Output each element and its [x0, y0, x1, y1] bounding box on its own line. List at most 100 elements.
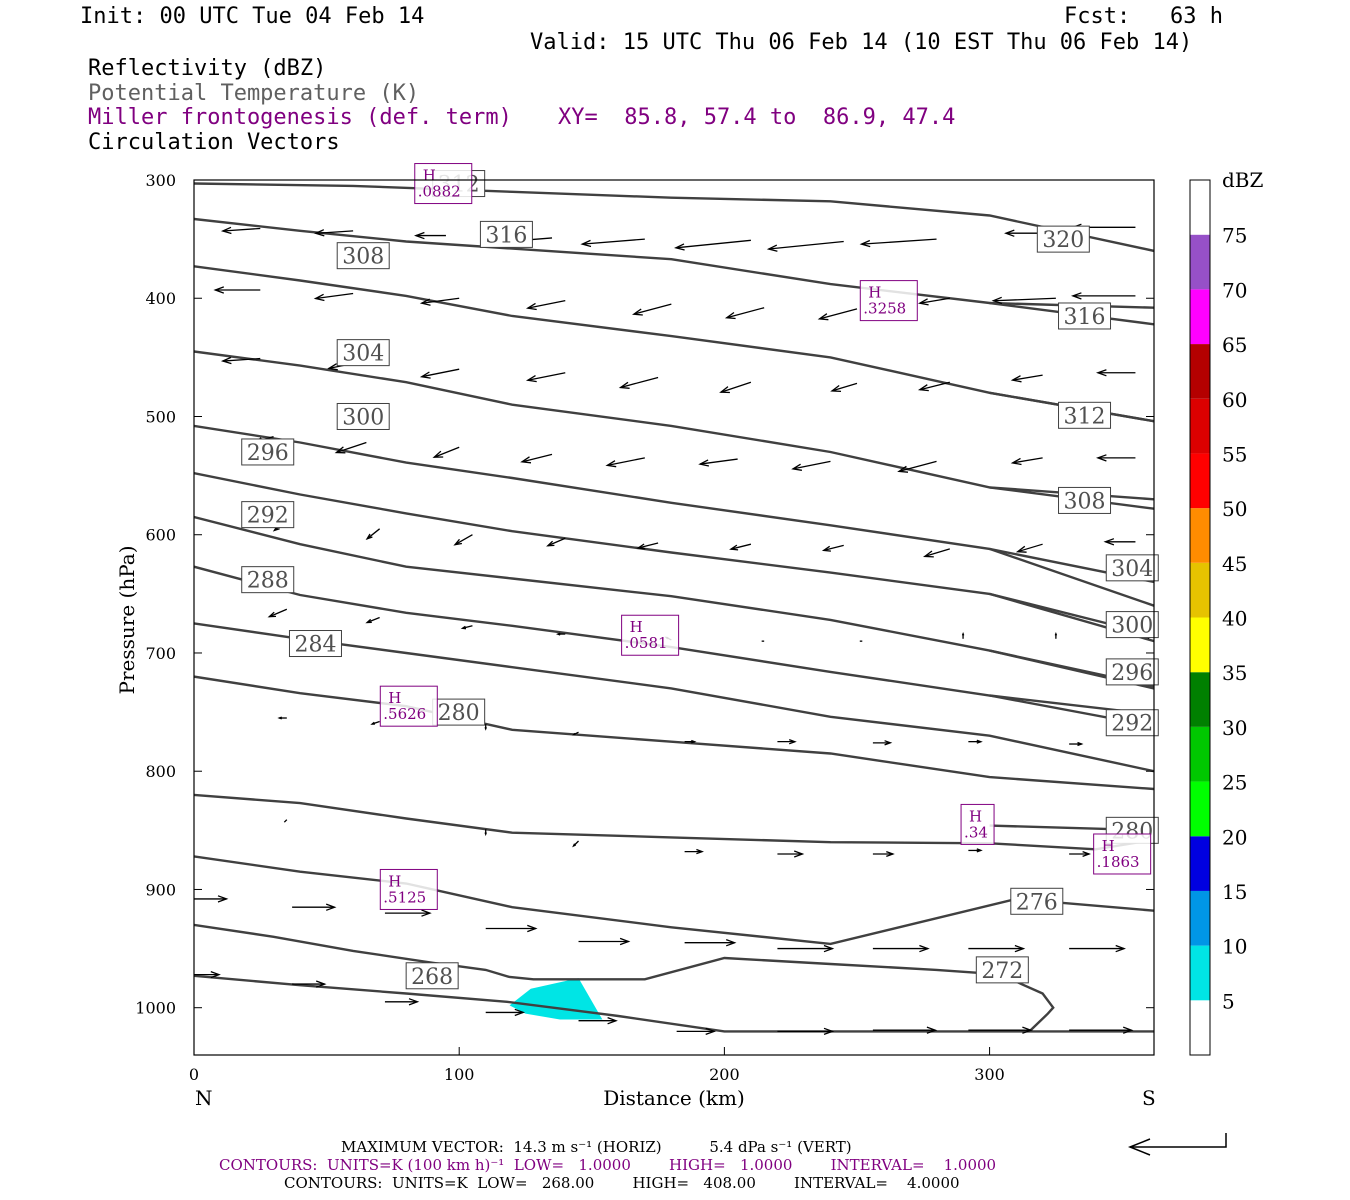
circulation-vector: [1015, 543, 1043, 553]
colorbar-swatch: [1190, 1000, 1210, 1055]
field-potential-temperature: Potential Temperature (K): [88, 81, 420, 106]
vector-head: [419, 371, 431, 379]
contour-label-box: [241, 438, 295, 466]
forecast-hour: Fcst: 63 h: [1064, 4, 1223, 29]
vector-shaft: [582, 238, 645, 245]
contour-label: 296: [247, 441, 289, 466]
contour-label: 284: [294, 633, 336, 658]
vector-shaft: [547, 537, 566, 547]
x-tick-label: 300: [974, 1065, 1005, 1084]
vector-shaft: [700, 458, 738, 465]
contour-label-box: [1058, 486, 1112, 514]
vector-head: [1014, 944, 1026, 953]
vector-shaft: [675, 239, 751, 249]
vector-shaft: [637, 542, 659, 549]
circulation-vector: [1095, 369, 1136, 377]
vector-head: [631, 308, 643, 316]
high-box: [1093, 833, 1152, 875]
vector-head: [696, 848, 704, 855]
vector-head: [520, 456, 532, 464]
contour-label-box: [336, 402, 390, 430]
y-tick-label: 600: [145, 526, 176, 545]
vector-head: [419, 298, 431, 306]
vector-head: [619, 937, 631, 946]
vector-head: [267, 611, 277, 618]
vector-head: [220, 226, 232, 235]
colorbar-swatch: [1190, 836, 1210, 891]
y-tick-label: 1000: [135, 999, 176, 1018]
vector-head: [788, 738, 797, 745]
vector-head: [220, 356, 232, 365]
colorbar-tick-label: 40: [1222, 607, 1247, 631]
vector-head: [976, 739, 983, 744]
vector-shaft: [726, 307, 765, 319]
colorbar-swatch: [1190, 453, 1210, 509]
circulation-vector: [777, 944, 835, 953]
circulation-vector: [1103, 538, 1136, 546]
frontogenesis-high: H.0581: [621, 614, 680, 656]
circulation-vector: [1069, 1026, 1134, 1034]
vector-head: [725, 938, 737, 947]
vector-head: [432, 450, 444, 458]
vector-head: [580, 239, 592, 248]
circulation-vector: [872, 850, 895, 858]
vector-head: [674, 243, 685, 251]
x-axis-label: Distance (km): [603, 1086, 745, 1110]
y-tick-label: 300: [145, 171, 176, 190]
circulation-vector: [460, 625, 473, 630]
circulation-vector: [777, 738, 797, 745]
vector-head: [1010, 375, 1022, 383]
high-box: [379, 685, 438, 727]
contour-label-box: [1058, 401, 1112, 429]
circulation-vector: [485, 1008, 526, 1017]
theta-contour-284: [194, 675, 1154, 791]
circulation-vector: [525, 299, 566, 311]
vector-head: [793, 850, 805, 858]
vector-head: [484, 832, 487, 837]
high-box: [960, 803, 995, 845]
circulation-vector: [605, 457, 645, 468]
contour-label-box: [432, 698, 486, 726]
vector-head: [917, 384, 929, 392]
vector-head: [766, 244, 778, 252]
high-box: [379, 868, 438, 910]
circulation-vector: [631, 303, 672, 316]
circulation-vector: [283, 819, 288, 823]
theta-contour-292: [194, 565, 1154, 716]
circulation-vector: [580, 238, 645, 248]
contour-label: 292: [1111, 712, 1153, 737]
vector-head: [217, 895, 229, 903]
colorbar-tick-label: 60: [1222, 388, 1247, 412]
y-tick-label: 900: [145, 880, 176, 899]
vector-head: [719, 386, 730, 394]
colorbar-tick-label: 75: [1222, 224, 1247, 248]
vector-head: [1010, 457, 1022, 466]
high-marker: H: [630, 618, 643, 636]
circulation-vector: [546, 537, 566, 547]
contour-label: 268: [411, 965, 453, 990]
init-time: Init: 00 UTC Tue 04 Feb 14: [80, 4, 425, 29]
vector-head: [484, 727, 487, 731]
contour-label: 312: [1064, 404, 1106, 429]
axes: 300 400 500 600 700 800 900 1000 0 100 200 300: [135, 171, 1154, 1084]
high-box: [859, 280, 918, 322]
vector-head: [830, 384, 842, 393]
vector-shaft: [315, 292, 354, 300]
circulation-vector: [766, 240, 844, 252]
high-marker: H: [969, 807, 982, 825]
vector-shaft: [222, 227, 261, 232]
colorbar-tick-label: 70: [1222, 278, 1247, 302]
frontogenesis-contour-info: CONTOURS: UNITS=K (100 km h)⁻¹ LOW= 1.00…: [219, 1156, 997, 1174]
contour-label-box: [336, 339, 390, 367]
theta-contour-268: [194, 974, 1154, 1033]
vector-shaft: [421, 368, 460, 378]
colorbar-swatch: [1190, 398, 1210, 454]
reflectivity-area: [509, 978, 603, 1020]
vector-head: [926, 1026, 938, 1034]
vector-head: [886, 850, 895, 858]
circulation-vector: [830, 382, 858, 393]
vector-head: [313, 293, 325, 302]
plot-frame: [193, 179, 1155, 1056]
north-label: N: [195, 1086, 213, 1110]
